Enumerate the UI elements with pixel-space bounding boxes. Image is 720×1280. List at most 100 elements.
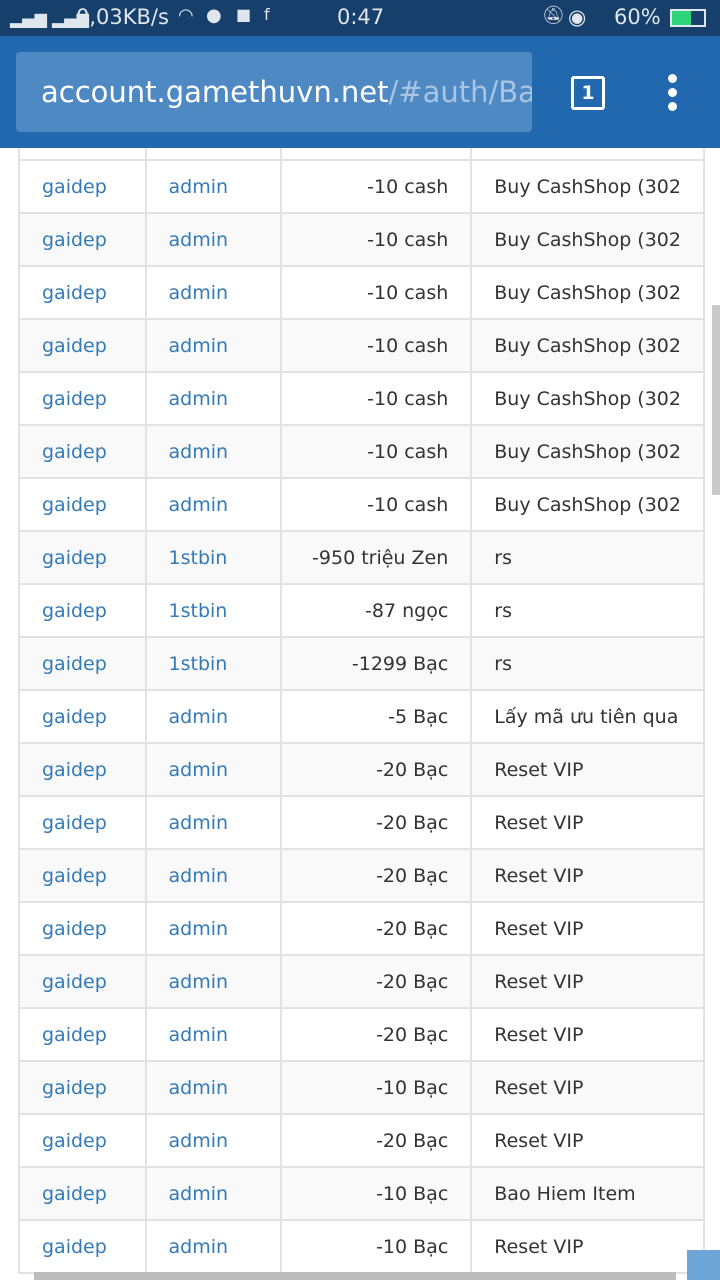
url-host: account.gamethuvn.net [41,75,389,109]
user-link[interactable]: gaidep [42,705,107,728]
user-link[interactable]: gaidep [42,1023,107,1046]
operator-link[interactable]: admin [168,917,229,940]
user-link[interactable]: gaidep [42,334,107,357]
user-cell: gaidep [18,1113,147,1168]
user-link[interactable]: gaidep [42,281,107,304]
operator-cell: admin [144,477,282,532]
operator-link[interactable]: 1stbin [168,652,228,675]
tab-switcher-button[interactable]: 1 [571,76,605,110]
table-row: gaidep 1stbin -1299 Bạc rs [18,636,705,691]
user-link[interactable]: gaidep [42,758,107,781]
operator-link[interactable]: admin [168,281,229,304]
amount-cell: -5 Bạc [279,689,473,744]
operator-cell: admin [144,1060,282,1115]
message-icon: ■ [236,5,252,24]
battery-level: 60% [614,5,661,29]
user-cell: gaidep [18,1060,147,1115]
table-row: gaidep admin -20 Bạc Reset VIP [18,742,705,797]
table-row: gaidep admin -20 Bạc Reset VIP [18,795,705,850]
user-link[interactable]: gaidep [42,387,107,410]
operator-cell: admin [144,742,282,797]
operator-link[interactable]: admin [168,758,229,781]
user-link[interactable]: gaidep [42,599,107,622]
operator-cell: admin [144,159,282,214]
operator-cell: admin [144,424,282,479]
operator-link[interactable]: admin [168,1235,229,1258]
floating-button[interactable] [687,1250,720,1280]
user-link[interactable]: gaidep [42,1182,107,1205]
operator-link[interactable]: admin [168,864,229,887]
user-cell: gaidep [18,795,147,850]
operator-link[interactable]: admin [168,970,229,993]
operator-link[interactable]: admin [168,387,229,410]
user-link[interactable]: gaidep [42,1129,107,1152]
description-cell: Buy CashShop (302 [470,371,705,426]
operator-link[interactable]: admin [168,175,229,198]
description-cell: Reset VIP [470,901,705,956]
user-link[interactable]: gaidep [42,1076,107,1099]
amount-cell: -10 Bạc [279,1166,473,1221]
user-link[interactable]: gaidep [42,811,107,834]
operator-cell: admin [144,795,282,850]
operator-cell: 1stbin [144,530,282,585]
vertical-scrollbar[interactable] [712,305,720,495]
description-cell: rs [470,530,705,585]
amount-cell: -20 Bạc [279,1113,473,1168]
more-menu-icon[interactable] [668,74,680,116]
table-row: gaidep admin -10 cash Buy CashShop (302 [18,159,705,214]
operator-link[interactable]: admin [168,1182,229,1205]
description-cell: Bao Hiem Item [470,1166,705,1221]
operator-link[interactable]: admin [168,440,229,463]
user-cell: gaidep [18,477,147,532]
table-row: gaidep admin -10 Bạc Reset VIP [18,1219,705,1274]
user-cell: gaidep [18,159,147,214]
description-cell: Buy CashShop (302 [470,265,705,320]
description-cell: Reset VIP [470,1060,705,1115]
description-cell: Reset VIP [470,848,705,903]
table-row: gaidep admin -10 Bạc Reset VIP [18,1060,705,1115]
amount-cell: -20 Bạc [279,848,473,903]
description-cell: Buy CashShop (302 [470,212,705,267]
network-speed: 0,03KB/s [76,5,169,29]
address-bar[interactable]: account.gamethuvn.net/#auth/Ba [16,52,532,132]
operator-cell: admin [144,954,282,1009]
operator-link[interactable]: admin [168,705,229,728]
operator-link[interactable]: admin [168,493,229,516]
user-cell: gaidep [18,742,147,797]
wifi-icon: ◠ [178,5,194,26]
description-cell: Reset VIP [470,1113,705,1168]
user-link[interactable]: gaidep [42,917,107,940]
user-link[interactable]: gaidep [42,652,107,675]
amount-cell: -10 Bạc [279,1219,473,1274]
table-row: gaidep admin -10 cash Buy CashShop (302 [18,477,705,532]
user-link[interactable]: gaidep [42,440,107,463]
user-link[interactable]: gaidep [42,228,107,251]
description-cell: rs [470,636,705,691]
user-link[interactable]: gaidep [42,864,107,887]
user-link[interactable]: gaidep [42,1235,107,1258]
operator-link[interactable]: 1stbin [168,546,228,569]
operator-link[interactable]: admin [168,1023,229,1046]
horizontal-scrollbar[interactable] [34,1272,676,1280]
table-row: gaidep admin -10 Bạc Bao Hiem Item [18,1166,705,1221]
operator-link[interactable]: admin [168,1076,229,1099]
browser-toolbar: account.gamethuvn.net/#auth/Ba 1 [0,36,720,148]
operator-link[interactable]: admin [168,228,229,251]
description-cell: Buy CashShop (302 [470,477,705,532]
user-link[interactable]: gaidep [42,493,107,516]
description-cell: Lấy mã ưu tiên qua [470,689,705,744]
user-link[interactable]: gaidep [42,970,107,993]
operator-cell: admin [144,689,282,744]
operator-link[interactable]: 1stbin [168,599,228,622]
operator-link[interactable]: admin [168,1129,229,1152]
operator-link[interactable]: admin [168,334,229,357]
user-link[interactable]: gaidep [42,175,107,198]
user-link[interactable]: gaidep [42,546,107,569]
description-cell: Reset VIP [470,954,705,1009]
table-row: gaidep admin -20 Bạc Reset VIP [18,1007,705,1062]
description-cell: rs [470,583,705,638]
operator-cell: admin [144,848,282,903]
table-row: gaidep admin -20 Bạc Reset VIP [18,954,705,1009]
operator-link[interactable]: admin [168,811,229,834]
table-row [18,148,705,161]
